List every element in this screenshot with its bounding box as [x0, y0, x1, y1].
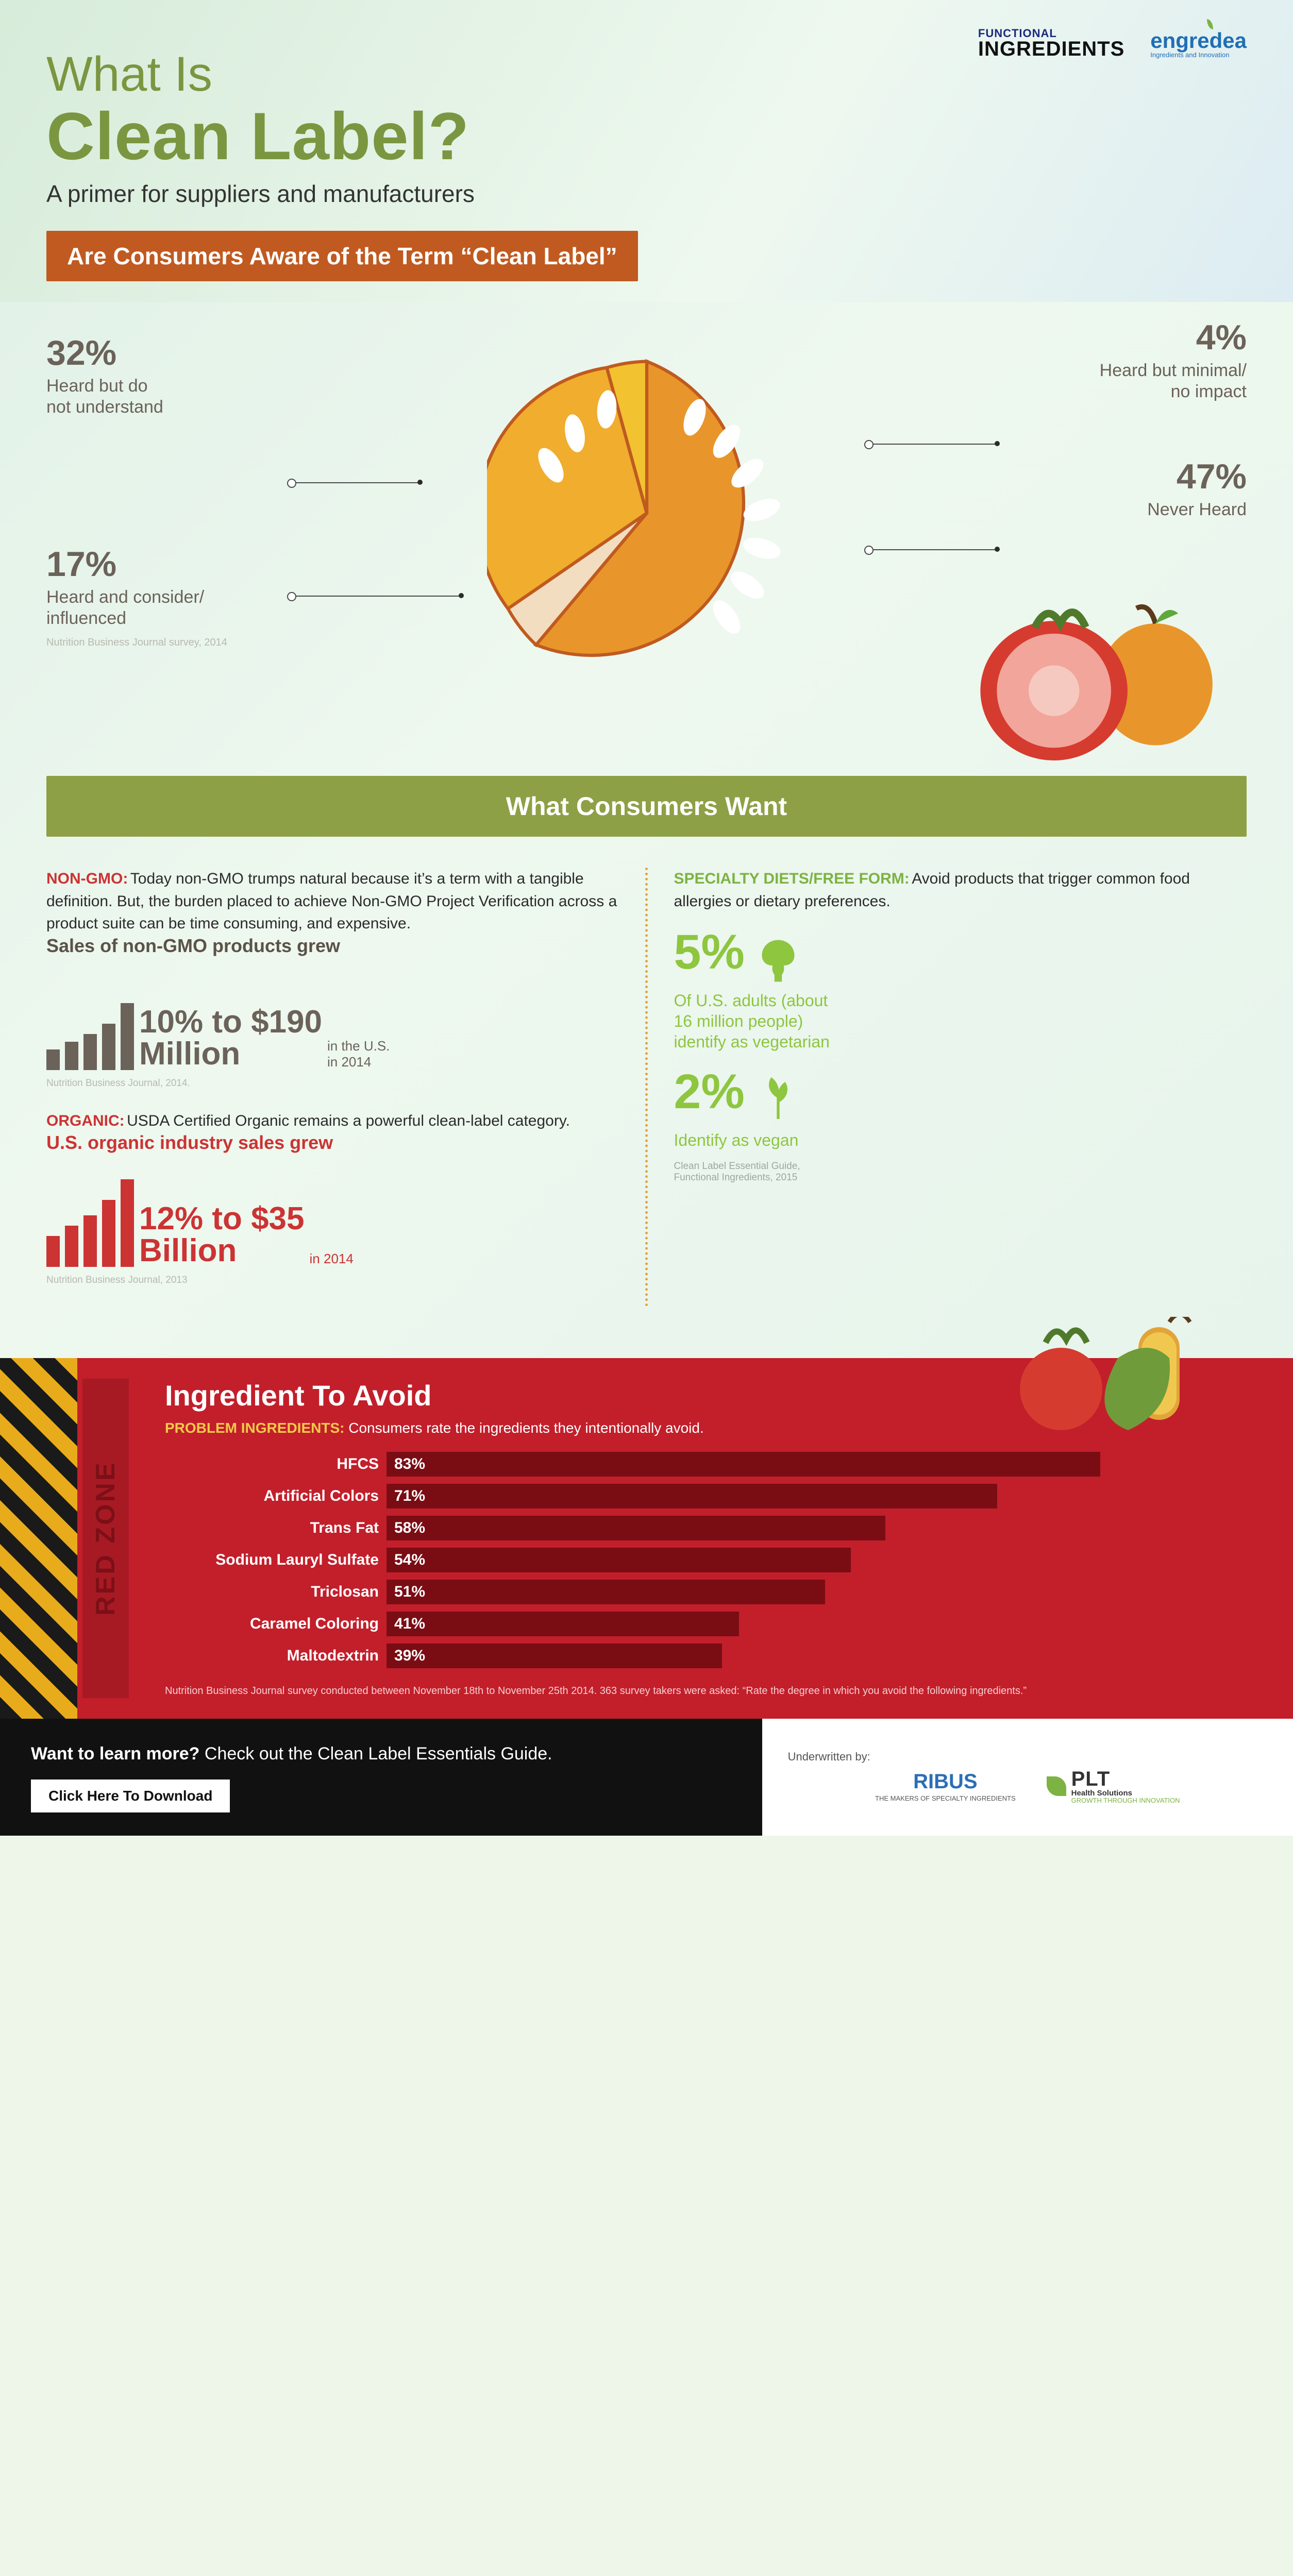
table-row: Triclosan 51% [165, 1580, 1247, 1604]
vegan-stat: 2% [674, 1067, 1247, 1124]
leaf-icon [1207, 19, 1213, 29]
corn-tomato-decoration [1010, 1317, 1226, 1451]
aware-banner: Are Consumers Aware of the Term “Clean L… [46, 231, 638, 281]
stat-17-percent: 17% Heard and consider/ influenced Nutri… [46, 544, 314, 649]
non-gmo-bars [46, 962, 134, 1070]
table-row: Caramel Coloring 41% [165, 1612, 1247, 1636]
organic-bars [46, 1159, 134, 1267]
stat-47-percent: 47% Never Heard [958, 456, 1247, 520]
table-row: HFCS 83% [165, 1452, 1247, 1477]
sponsor-logos: RIBUS THE MAKERS OF SPECIALTY INGREDIENT… [778, 1769, 1278, 1804]
caution-stripe-decoration [0, 1358, 77, 1719]
functional-ingredients-logo: FUNCTIONAL INGREDIENTS [978, 28, 1124, 59]
organic-stat: 12% to $35 Billion in 2014 [46, 1159, 619, 1267]
right-column: SPECIALTY DIETS/FREE FORM: Avoid product… [674, 868, 1247, 1307]
red-zone-vertical-label: RED ZONE [82, 1379, 129, 1698]
connector-line-32 [291, 482, 420, 483]
stat-4-percent: 4% Heard but minimal/ no impact [958, 317, 1247, 402]
broccoli-icon [755, 933, 801, 984]
what-consumers-want-banner: What Consumers Want [46, 776, 1247, 837]
red-zone-section: RED ZONE Ingredient To Avoid PROBLEM ING… [0, 1358, 1293, 1719]
download-button[interactable]: Click Here To Download [31, 1780, 230, 1812]
left-column: NON-GMO: Today non-GMO trumps natural be… [46, 868, 619, 1307]
plt-leaf-icon [1047, 1776, 1066, 1796]
engredea-logo: engredea Ingredients and Innovation [1150, 28, 1247, 59]
non-gmo-stat: 10% to $190 Million in the U.S. in 2014 [46, 962, 619, 1070]
plt-logo: PLT Health Solutions GROWTH THROUGH INNO… [1047, 1769, 1180, 1804]
underwritten-box: Underwritten by: RIBUS THE MAKERS OF SPE… [762, 1719, 1293, 1836]
connector-line-17 [291, 596, 461, 597]
leaf-sprout-icon [755, 1073, 801, 1124]
stat-32-percent: 32% Heard but do not understand [46, 333, 314, 418]
red-zone-content: Ingredient To Avoid PROBLEM INGREDIENTS:… [165, 1379, 1247, 1698]
cta-download-box: Want to learn more? Check out the Clean … [0, 1719, 762, 1836]
ingredient-bar-list: HFCS 83% Artificial Colors 71% [165, 1452, 1247, 1668]
ribus-logo: RIBUS THE MAKERS OF SPECIALTY INGREDIENT… [875, 1771, 1016, 1802]
brand-logos: FUNCTIONAL INGREDIENTS engredea Ingredie… [978, 28, 1247, 59]
footer-section: Want to learn more? Check out the Clean … [0, 1719, 1293, 1836]
infographic-page: FUNCTIONAL INGREDIENTS engredea Ingredie… [0, 0, 1293, 1836]
pie-chart-section: 32% Heard but do not understand 17% Hear… [0, 302, 1293, 766]
page-subtitle: A primer for suppliers and manufacturers [46, 180, 1247, 208]
table-row: Maltodextrin 39% [165, 1643, 1247, 1668]
table-row: Trans Fat 58% [165, 1516, 1247, 1540]
consumers-want-content: NON-GMO: Today non-GMO trumps natural be… [0, 847, 1293, 1337]
header-section: FUNCTIONAL INGREDIENTS engredea Ingredie… [0, 0, 1293, 302]
column-divider [645, 868, 648, 1307]
page-title-line2: Clean Label? [46, 97, 1247, 175]
connector-line-47 [868, 549, 997, 550]
vegetarian-stat: 5% [674, 928, 1247, 984]
table-row: Sodium Lauryl Sulfate 54% [165, 1548, 1247, 1572]
connector-line-4 [868, 444, 997, 445]
table-row: Artificial Colors 71% [165, 1484, 1247, 1509]
tomato-orange-decoration [958, 596, 1226, 760]
clean-label-pie-chart [487, 353, 807, 673]
